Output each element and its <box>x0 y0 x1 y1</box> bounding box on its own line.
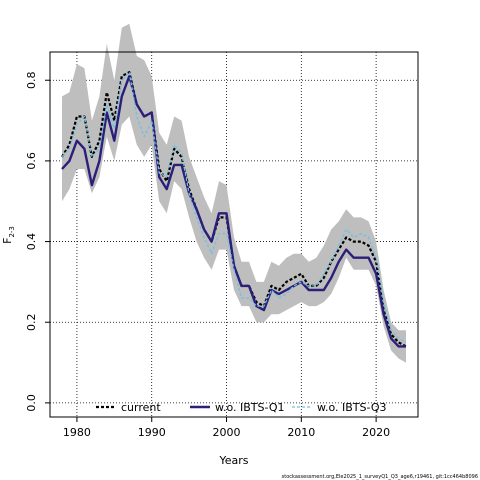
legend-label-0: current <box>121 401 161 414</box>
x-tick-label: 2010 <box>287 426 315 439</box>
confidence-band <box>62 23 406 363</box>
x-axis-title: Years <box>218 454 248 467</box>
legend-label-1: w.o. IBTS-Q1 <box>215 401 285 414</box>
y-tick-label: 0.4 <box>25 233 38 251</box>
plot-frame <box>49 51 419 418</box>
series-line-1 <box>61 74 406 348</box>
series-line-0 <box>61 71 407 348</box>
y-tick-label: 0.8 <box>25 71 38 89</box>
x-axis: 1980 1990 2000 2010 2020 <box>63 417 390 439</box>
y-axis-title-main: F <box>1 238 14 244</box>
x-tick-label: 2020 <box>362 426 390 439</box>
x-tick-label: 1980 <box>63 426 91 439</box>
y-tick-label: 0.6 <box>25 152 38 170</box>
y-tick-label: 0.2 <box>25 313 38 331</box>
footnote: stockassessment.org,Ele2025_1_surveyQ1_Q… <box>282 474 478 480</box>
y-axis-title-subscript: 2-3 <box>8 226 16 237</box>
y-axis-title: F2-3 <box>1 226 16 244</box>
series-line-2 <box>61 71 407 343</box>
x-tick-label: 1990 <box>138 426 166 439</box>
series-lines <box>61 71 407 348</box>
y-axis: 0.0 0.2 0.4 0.6 0.8 <box>25 71 50 412</box>
x-tick-label: 2000 <box>213 426 241 439</box>
legend-label-2: w.o. IBTS-Q3 <box>317 401 387 414</box>
svg-text:F2-3: F2-3 <box>1 226 16 244</box>
y-tick-label: 0.0 <box>25 394 38 412</box>
legend: current w.o. IBTS-Q1 w.o. IBTS-Q3 <box>96 401 387 414</box>
